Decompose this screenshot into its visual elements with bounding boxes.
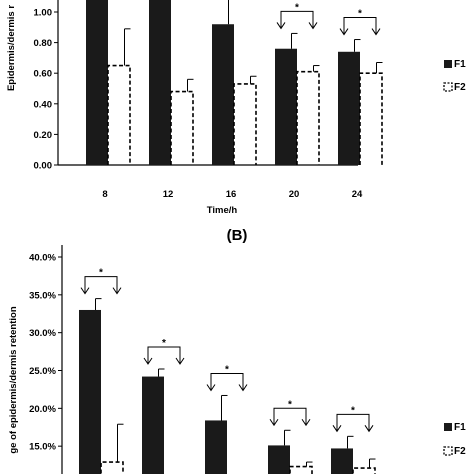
y-axis-label: Epidermis/dermis r (6, 5, 17, 91)
bar-f2 (170, 90, 194, 165)
bracket-arrow (276, 22, 286, 30)
significance-star: * (351, 405, 355, 416)
significance-star: * (295, 2, 299, 13)
bar-f2 (289, 465, 313, 474)
legend-swatch-f1 (444, 423, 452, 431)
y-axis-label: ge of epidermis/dermis retention (8, 306, 19, 453)
bracket-arrow (364, 425, 374, 433)
bracket-arrow (143, 357, 153, 365)
x-tick-label: 12 (163, 189, 174, 200)
bracket-arrow (238, 384, 248, 392)
x-tick-label: 20 (289, 189, 300, 200)
y-tick-label: 0.60 (34, 69, 53, 80)
bar-f1 (268, 445, 290, 474)
y-tick-label: 25.0% (29, 366, 56, 377)
bar-f1 (79, 309, 101, 474)
bar-f2 (359, 72, 383, 165)
bracket-arrow (175, 357, 185, 365)
chart-panel-a: 0.00 0.20 0.40 0.60 0.80 1.00 Epidermis/dermis… (6, 0, 383, 200)
legend: F1 F2 (443, 422, 466, 457)
x-tick-label: 16 (226, 189, 237, 200)
bracket-line (84, 276, 118, 293)
bracket-line (147, 346, 181, 363)
significance-bracket: * (276, 2, 318, 30)
bar-f1 (275, 48, 297, 165)
bar-f1 (142, 376, 164, 474)
bar-f1 (331, 448, 353, 474)
legend-label-f2: F2 (454, 82, 466, 93)
panel-label-b: (B) (227, 227, 248, 244)
significance-bracket: * (206, 364, 248, 392)
bar-f2 (352, 467, 376, 474)
bar-f2 (296, 70, 320, 165)
bracket-arrow (301, 418, 311, 427)
y-tick-label: 0.40 (34, 99, 53, 110)
significance-bracket: * (339, 9, 381, 36)
bracket-line (273, 407, 307, 425)
bar-f1 (86, 0, 108, 165)
bar-f2 (233, 83, 257, 165)
bracket-arrow (80, 287, 90, 295)
legend-label-f2: F2 (454, 446, 466, 457)
legend-swatch-f2 (443, 82, 453, 92)
legend-swatch-f1 (444, 60, 452, 68)
significance-star: * (225, 364, 229, 375)
y-tick-label: 0.20 (34, 130, 53, 141)
bracket-line (336, 413, 370, 431)
significance-bracket: * (143, 338, 185, 365)
bar-f1 (205, 420, 227, 474)
x-axis-label: Time/h (207, 205, 238, 216)
significance-bracket: * (80, 268, 122, 295)
y-tick-label: 20.0% (29, 404, 56, 415)
bracket-arrow (206, 384, 216, 392)
significance-star: * (358, 9, 362, 20)
significance-bracket: * (332, 405, 374, 433)
significance-star: * (99, 268, 103, 279)
bar-f1 (212, 24, 234, 165)
bar-f2 (107, 64, 131, 165)
bar-f1 (338, 51, 360, 165)
x-tick-label: 24 (352, 189, 363, 200)
bracket-arrow (308, 22, 318, 30)
y-tick-label: 15.0% (29, 442, 56, 453)
bracket-arrow (339, 28, 349, 36)
y-tick-label: 0.00 (34, 161, 53, 172)
legend: F1 F2 (443, 59, 466, 93)
legend-label-f1: F1 (454, 59, 466, 70)
y-tick-label: 40.0% (29, 253, 56, 264)
x-tick-label: 8 (102, 189, 107, 200)
significance-star: * (162, 338, 166, 349)
significance-bracket: * (269, 399, 311, 427)
y-tick-label: 35.0% (29, 290, 56, 301)
y-tick-label: 30.0% (29, 328, 56, 339)
legend-label-f1: F1 (454, 422, 466, 433)
bracket-arrow (332, 425, 342, 433)
bracket-arrow (269, 418, 279, 427)
bracket-arrow (371, 28, 381, 36)
bar-f1 (149, 0, 171, 165)
bracket-line (343, 17, 377, 34)
legend-swatch-f2 (443, 446, 453, 456)
significance-star: * (288, 399, 292, 410)
bracket-line (280, 10, 314, 28)
bar-f2 (100, 461, 124, 474)
bracket-line (210, 372, 244, 390)
y-tick-label: 0.80 (34, 38, 53, 49)
chart-panel-b: 15.0% 20.0% 25.0% 30.0% 35.0% 40.0% ge of epid… (8, 245, 376, 474)
bracket-arrow (112, 287, 122, 295)
y-tick-label: 1.00 (34, 8, 53, 19)
